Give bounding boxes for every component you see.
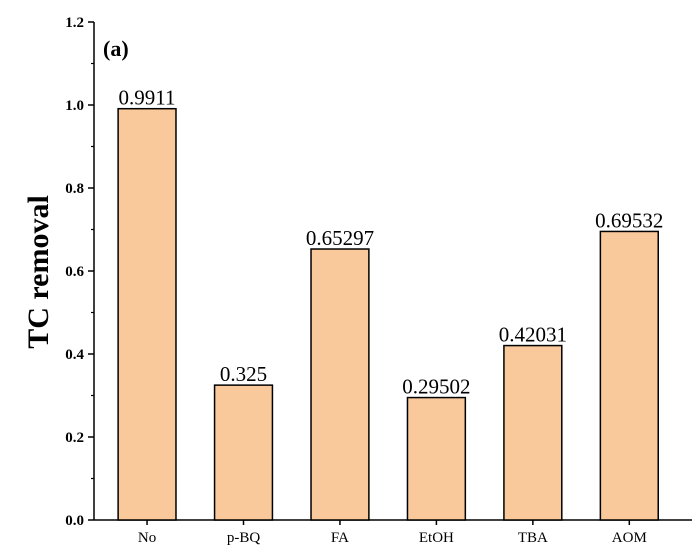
bar-p-bq: [213, 384, 274, 521]
panel-label: (a): [103, 36, 129, 61]
x-tick-label: EtOH: [419, 530, 454, 546]
bar-value-label: 0.325: [220, 362, 267, 386]
y-tick-label: 0.0: [65, 513, 84, 529]
x-tick-label: TBA: [518, 530, 548, 546]
y-tick-label: 0.4: [65, 347, 84, 363]
x-tick-label: p-BQ: [227, 530, 261, 546]
y-tick-label: 1.0: [65, 98, 84, 114]
x-tick-label: FA: [331, 530, 349, 546]
bar-value-label: 0.9911: [119, 86, 176, 110]
bar-value-label: 0.69532: [595, 208, 663, 232]
bar-value-label: 0.42031: [499, 323, 567, 347]
bar-value-label: 0.29502: [402, 375, 470, 399]
bar-value-label: 0.65297: [306, 226, 374, 250]
bar-tba: [503, 344, 563, 521]
bar-aom: [599, 230, 659, 521]
bars: [117, 107, 659, 521]
y-axis-title: TC removal: [22, 195, 55, 349]
bar-fa: [310, 248, 370, 521]
y-tick-label: 1.2: [65, 15, 84, 31]
x-tick-label: AOM: [612, 530, 647, 546]
bar-no: [117, 107, 177, 521]
y-tick-label: 0.2: [65, 430, 84, 446]
y-tick-label: 0.8: [65, 181, 84, 197]
y-tick-label: 0.6: [65, 264, 84, 280]
labels: No 0.9911 p-BQ 0.325 FA 0.65297 EtOH 0.29502 TBA…: [119, 86, 664, 546]
axes: 0.0 0.2 0.4 0.6 0.8 1.0 1.2: [65, 15, 692, 529]
bar-etoh: [406, 396, 467, 521]
x-tick-label: No: [138, 530, 156, 546]
